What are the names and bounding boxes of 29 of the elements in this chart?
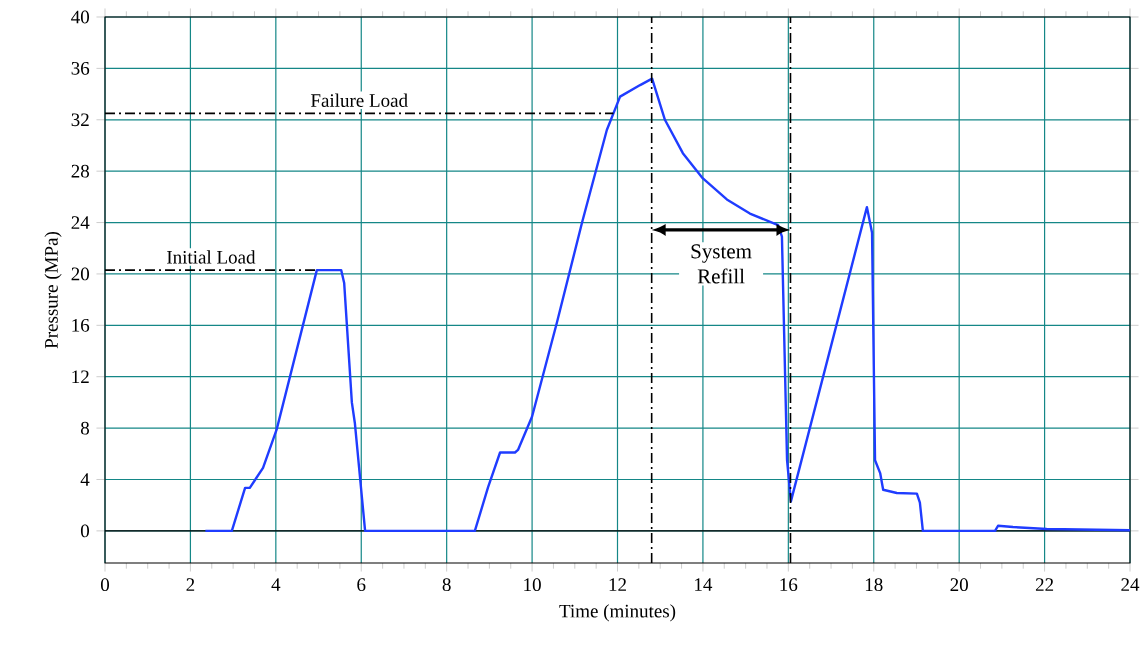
x-axis-title: Time (minutes) bbox=[559, 604, 676, 622]
y-tick-label: 28 bbox=[71, 164, 90, 178]
y-tick-label: 40 bbox=[71, 10, 90, 24]
y-tick-label: 8 bbox=[80, 421, 90, 435]
y-tick-label: 24 bbox=[71, 216, 90, 229]
x-tick-label: 12 bbox=[609, 578, 626, 591]
x-tick-label: 6 bbox=[357, 578, 366, 592]
x-tick-label: 18 bbox=[865, 578, 883, 592]
x-tick-label: 14 bbox=[695, 578, 713, 591]
x-tick-label: 24 bbox=[1121, 578, 1140, 591]
y-tick-label: 0 bbox=[80, 524, 90, 538]
x-tick-label: 10 bbox=[524, 578, 541, 592]
x-tick-label: 4 bbox=[271, 578, 281, 591]
x-tick-label: 22 bbox=[1035, 578, 1054, 591]
y-tick-label: 4 bbox=[80, 473, 90, 486]
ref-line-label: Initial Load bbox=[167, 250, 256, 264]
ref-line-label: Failure Load bbox=[310, 93, 408, 107]
x-tick-label: 8 bbox=[442, 578, 451, 592]
annotation: System Refill bbox=[691, 244, 752, 284]
y-tick-label: 12 bbox=[72, 370, 89, 383]
y-tick-label: 36 bbox=[71, 62, 90, 75]
y-tick-label: 32 bbox=[71, 113, 89, 127]
x-tick-label: 2 bbox=[186, 578, 195, 591]
y-axis-title: Pressure (MPa) bbox=[44, 232, 62, 349]
x-tick-label: 20 bbox=[950, 578, 968, 592]
y-tick-label: 20 bbox=[71, 267, 90, 281]
y-tick-label: 16 bbox=[72, 318, 90, 332]
x-tick-label: 0 bbox=[100, 578, 110, 592]
x-tick-label: 16 bbox=[780, 578, 798, 592]
